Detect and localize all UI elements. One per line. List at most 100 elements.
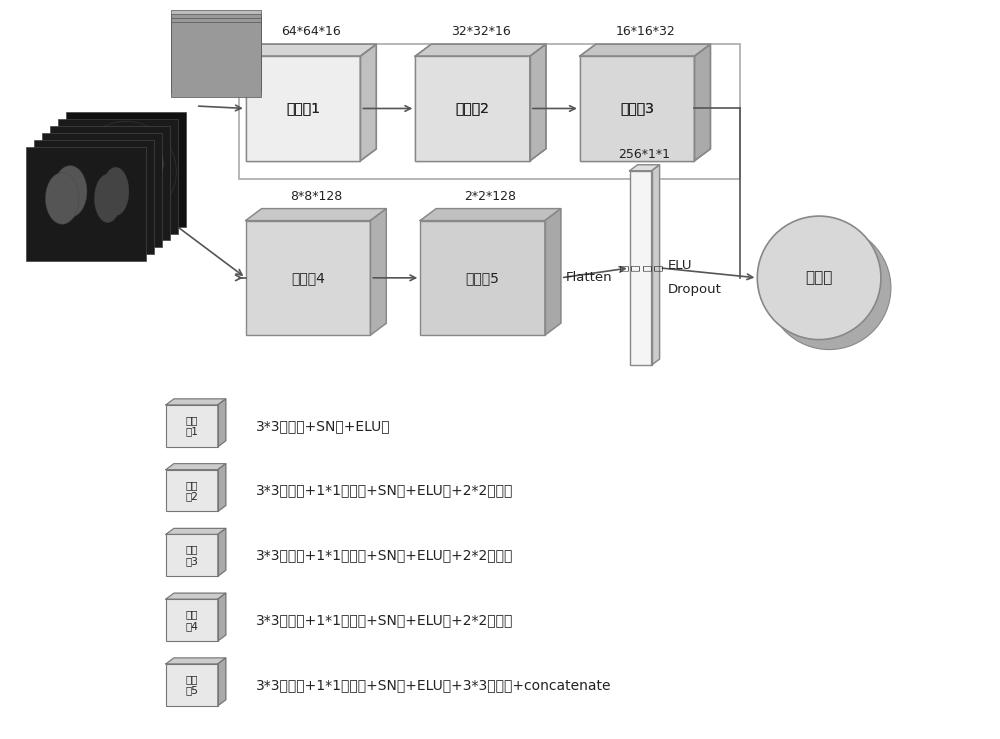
Bar <box>630 171 652 365</box>
Text: 32*32*16: 32*32*16 <box>451 25 510 38</box>
Text: 3*3卷积层+1*1卷积层+SN层+ELU层+2*2池化层: 3*3卷积层+1*1卷积层+SN层+ELU层+2*2池化层 <box>256 613 513 627</box>
Text: 卷积块2: 卷积块2 <box>456 101 490 115</box>
Polygon shape <box>360 44 376 161</box>
Polygon shape <box>420 208 561 220</box>
Text: 卷积块4: 卷积块4 <box>291 271 325 285</box>
Bar <box>171 22 261 97</box>
Ellipse shape <box>118 154 145 202</box>
Text: 卷积块1: 卷积块1 <box>286 101 320 115</box>
Text: 3*3卷积层+SN层+ELU层: 3*3卷积层+SN层+ELU层 <box>256 419 390 433</box>
Text: 8*8*128: 8*8*128 <box>290 190 342 202</box>
Bar <box>166 405 218 446</box>
Text: 卷积
块3: 卷积 块3 <box>185 545 198 566</box>
Polygon shape <box>246 44 376 56</box>
Text: 分类层: 分类层 <box>805 270 833 285</box>
Text: 3*3卷积层+1*1卷积层+SN层+ELU层+3*3池化层+concatenate: 3*3卷积层+1*1卷积层+SN层+ELU层+3*3池化层+concatenat… <box>256 678 611 692</box>
Bar <box>34 140 154 254</box>
Polygon shape <box>415 44 546 56</box>
Polygon shape <box>166 399 226 405</box>
Ellipse shape <box>126 146 153 194</box>
Bar <box>246 56 360 161</box>
Ellipse shape <box>83 135 121 192</box>
Text: 卷积块3: 卷积块3 <box>620 101 654 115</box>
Text: 3*3卷积层+1*1卷积层+SN层+ELU层+2*2池化层: 3*3卷积层+1*1卷积层+SN层+ELU层+2*2池化层 <box>256 483 513 497</box>
Bar <box>171 14 261 89</box>
Text: 16*16*32: 16*16*32 <box>615 25 675 38</box>
Polygon shape <box>218 528 226 576</box>
Text: 2*2*128: 2*2*128 <box>465 190 517 202</box>
Text: 卷积块1: 卷积块1 <box>286 101 320 115</box>
Polygon shape <box>360 44 376 161</box>
Bar <box>26 147 146 262</box>
Polygon shape <box>166 528 226 534</box>
Polygon shape <box>652 165 660 365</box>
Polygon shape <box>166 658 226 664</box>
Bar <box>58 119 178 234</box>
Ellipse shape <box>190 27 215 68</box>
Ellipse shape <box>132 136 163 191</box>
Polygon shape <box>246 208 386 220</box>
Text: Flatten: Flatten <box>566 271 612 285</box>
Polygon shape <box>530 44 546 161</box>
Polygon shape <box>218 593 226 641</box>
Ellipse shape <box>53 166 87 217</box>
Text: 卷积
块1: 卷积 块1 <box>185 415 198 437</box>
Circle shape <box>76 121 176 222</box>
Polygon shape <box>694 44 710 161</box>
Bar <box>50 126 170 240</box>
Text: 卷积块2: 卷积块2 <box>456 101 490 115</box>
Bar <box>166 664 218 706</box>
Ellipse shape <box>757 216 881 340</box>
Polygon shape <box>530 44 546 161</box>
Text: 卷积
块4: 卷积 块4 <box>185 609 198 631</box>
Bar <box>415 56 530 161</box>
Polygon shape <box>218 399 226 446</box>
Ellipse shape <box>110 160 137 208</box>
Bar <box>580 56 694 161</box>
Polygon shape <box>218 658 226 706</box>
Polygon shape <box>166 463 226 469</box>
Bar <box>166 599 218 641</box>
Polygon shape <box>218 463 226 511</box>
Bar <box>246 56 360 161</box>
Text: 卷积
块5: 卷积 块5 <box>185 674 198 695</box>
Bar <box>420 220 545 335</box>
Polygon shape <box>545 208 561 335</box>
Polygon shape <box>246 44 376 56</box>
Bar <box>415 56 530 161</box>
Ellipse shape <box>103 167 129 216</box>
Polygon shape <box>166 593 226 599</box>
Circle shape <box>118 178 134 195</box>
Polygon shape <box>370 208 386 335</box>
Polygon shape <box>630 165 660 171</box>
Ellipse shape <box>110 148 134 173</box>
Text: 卷积块3: 卷积块3 <box>620 101 654 115</box>
Bar <box>166 534 218 576</box>
Text: Dropout: Dropout <box>668 283 721 296</box>
Bar <box>580 56 694 161</box>
Ellipse shape <box>95 174 121 222</box>
Bar <box>171 18 261 93</box>
Text: 64*64*16: 64*64*16 <box>281 25 341 38</box>
Polygon shape <box>580 44 710 56</box>
Ellipse shape <box>61 159 95 210</box>
Bar <box>42 133 162 248</box>
Text: 全
连
接
层: 全 连 接 层 <box>618 265 663 271</box>
Ellipse shape <box>77 145 111 197</box>
Ellipse shape <box>45 173 79 224</box>
Ellipse shape <box>219 29 239 67</box>
Bar <box>246 220 370 335</box>
Bar <box>166 469 218 511</box>
Text: 3*3卷积层+1*1卷积层+SN层+ELU层+2*2池化层: 3*3卷积层+1*1卷积层+SN层+ELU层+2*2池化层 <box>256 548 513 562</box>
Polygon shape <box>415 44 546 56</box>
Ellipse shape <box>767 226 891 350</box>
Polygon shape <box>580 44 710 56</box>
Text: ELU: ELU <box>668 259 692 273</box>
Bar <box>239 44 740 179</box>
Text: 卷积块5: 卷积块5 <box>466 271 499 285</box>
Ellipse shape <box>69 151 103 203</box>
Bar <box>66 112 186 227</box>
Polygon shape <box>694 44 710 161</box>
Text: 卷积
块2: 卷积 块2 <box>185 480 198 501</box>
Bar <box>171 10 261 85</box>
